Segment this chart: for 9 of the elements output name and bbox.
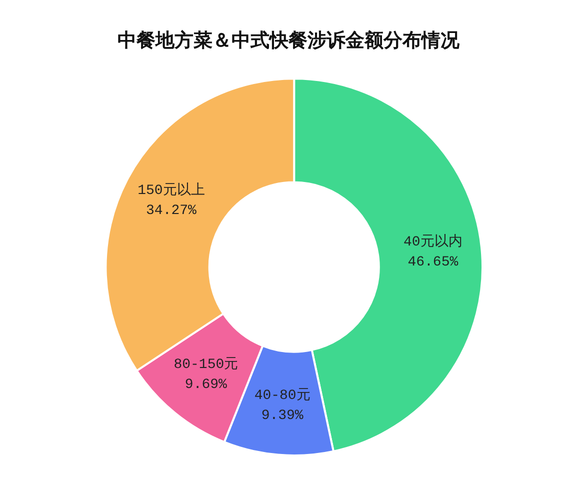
slice-label: 80-150元 [174, 357, 238, 374]
data-label: 9.69% [184, 377, 228, 394]
data-label: 46.65% [408, 254, 459, 270]
slice-label: 150元以上 [138, 182, 205, 199]
data-label: 9.39% [261, 408, 304, 424]
data-label: 34.27% [146, 202, 198, 219]
slice-label: 40元以内 [404, 233, 462, 250]
slice-label: 40-80元 [254, 388, 310, 404]
chart-title: 中餐地方菜＆中式快餐涉诉金额分布情况 [118, 30, 460, 52]
